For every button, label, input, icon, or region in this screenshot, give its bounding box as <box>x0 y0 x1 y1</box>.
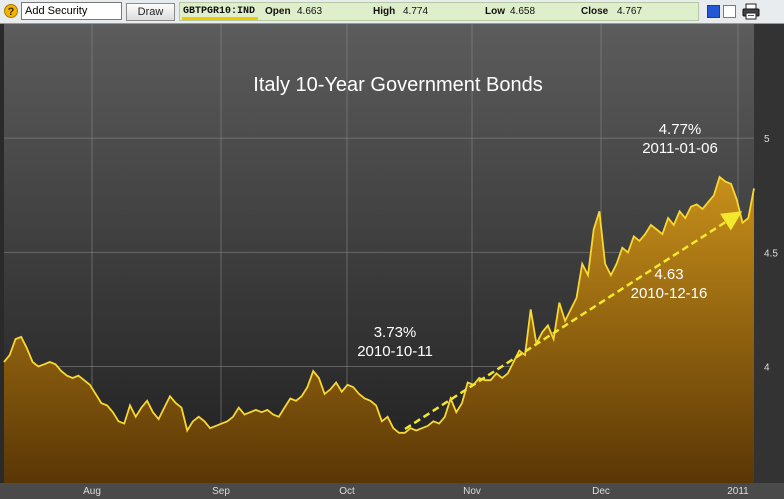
y-tick-label: 5 <box>764 134 770 145</box>
y-axis-panel <box>754 24 784 483</box>
open-label: Open <box>265 6 291 17</box>
low-value: 4.658 <box>510 6 536 17</box>
white-swatch-icon[interactable] <box>723 5 736 18</box>
annotation-value-1: 3.73% <box>374 324 417 341</box>
toolbar: ? Draw GBTPGR10:IND Open 4.663 High 4.77… <box>0 0 784 24</box>
y-axis: 44.55 <box>764 134 778 373</box>
ticker-symbol[interactable]: GBTPGR10:IND <box>183 6 256 17</box>
annotation-date-3: 2011-01-06 <box>642 140 718 157</box>
high-value: 4.774 <box>403 6 429 17</box>
low-label: Low <box>485 6 505 17</box>
x-tick-label: Aug <box>83 486 101 497</box>
annotation-date-2: 2010-12-16 <box>631 285 708 302</box>
bond-chart: 44.55 Aug Sep Oct Nov Dec 2011 Italy 10-Year … <box>0 24 784 499</box>
add-security-input[interactable] <box>21 2 122 20</box>
x-tick-label: Dec <box>592 486 610 497</box>
blue-swatch-icon[interactable] <box>707 5 720 18</box>
series-line <box>3 175 755 434</box>
draw-button[interactable]: Draw <box>126 3 175 21</box>
annotation-date-1: 2010-10-11 <box>357 343 433 360</box>
x-tick-label: Nov <box>463 486 481 497</box>
x-tick-label: 2011 <box>727 486 749 497</box>
x-axis-panel <box>0 483 784 499</box>
chart-title: Italy 10-Year Government Bonds <box>253 74 542 96</box>
y-tick-label: 4.5 <box>764 248 778 259</box>
open-value: 4.663 <box>297 6 323 17</box>
high-label: High <box>373 6 396 17</box>
close-label: Close <box>581 6 609 17</box>
close-value: 4.767 <box>617 6 643 17</box>
ticker-underline <box>182 17 258 20</box>
series-area <box>4 177 754 483</box>
help-icon[interactable]: ? <box>4 4 18 18</box>
trend-arrow <box>404 211 743 431</box>
annotation-value-2: 4.63 <box>654 266 683 283</box>
annotation-value-3: 4.77% <box>659 121 702 138</box>
x-tick-label: Oct <box>339 486 355 497</box>
x-axis: Aug Sep Oct Nov Dec 2011 <box>83 486 749 497</box>
y-tick-label: 4 <box>764 363 770 374</box>
x-tick-label: Sep <box>212 486 230 497</box>
printer-icon[interactable] <box>742 3 760 20</box>
quote-bar: GBTPGR10:IND Open 4.663 High 4.774 Low 4… <box>179 2 699 21</box>
data-area <box>3 175 755 483</box>
